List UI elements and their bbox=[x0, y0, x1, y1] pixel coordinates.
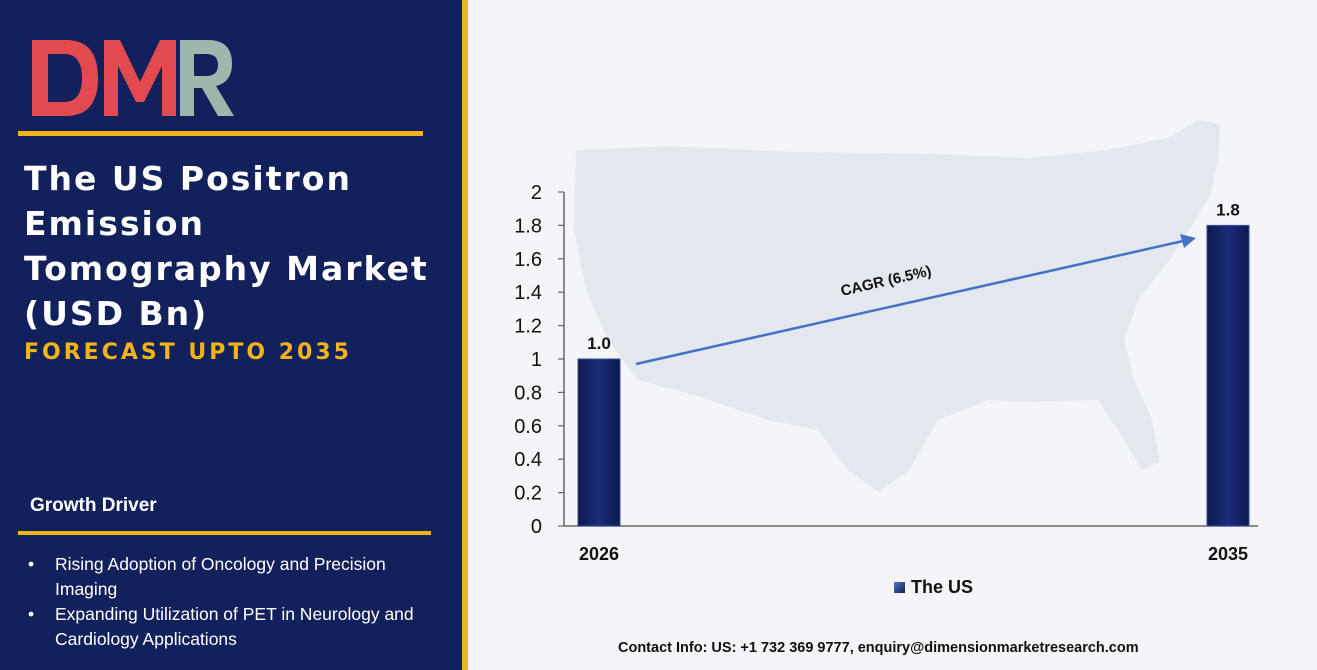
y-tick-label: 0.8 bbox=[514, 382, 542, 404]
y-tick-label: 1.2 bbox=[514, 316, 542, 338]
y-tick-label: 1.4 bbox=[514, 282, 542, 304]
y-tick-label: 1 bbox=[531, 349, 542, 371]
cagr-arrow bbox=[635, 237, 1193, 366]
top-accent-line bbox=[18, 131, 423, 136]
list-item: • Rising Adoption of Oncology and Precisi… bbox=[28, 552, 428, 602]
growth-accent-line bbox=[18, 531, 431, 535]
x-tick-label: 2026 bbox=[579, 544, 619, 564]
logo-letter-m bbox=[104, 40, 176, 116]
contact-info: Contact Info: US: +1 732 369 9777, enqui… bbox=[618, 640, 1139, 656]
chart-legend: The US bbox=[894, 577, 973, 598]
data-label: 1.8 bbox=[1216, 200, 1240, 219]
bullet-icon: • bbox=[28, 604, 35, 624]
y-tick-label: 1.6 bbox=[514, 249, 542, 271]
cagr-arrowhead bbox=[1180, 234, 1196, 248]
legend-label: The US bbox=[911, 577, 974, 597]
growth-driver-heading: Growth Driver bbox=[30, 495, 157, 516]
y-tick-label: 2 bbox=[531, 182, 542, 204]
y-tick-label: 0 bbox=[531, 516, 542, 538]
growth-driver-list: • Rising Adoption of Oncology and Precisi… bbox=[28, 552, 428, 652]
labels-group: 1.0 2026 1.8 2035 bbox=[579, 200, 1248, 564]
bar-chart: 0 0.2 0.4 0.6 0.8 1 1.2 1.4 1.6 1.8 2 1.0 2026 1.8 20… bbox=[514, 120, 1258, 564]
growth-driver-text: Expanding Utilization of PET in Neurolog… bbox=[55, 604, 414, 649]
list-item: • Expanding Utilization of PET in Neurolo… bbox=[28, 602, 428, 652]
bars-group bbox=[577, 224, 1250, 527]
divider-stripe bbox=[462, 0, 468, 670]
logo-letter-d bbox=[32, 40, 98, 116]
legend-swatch-icon bbox=[894, 582, 905, 593]
bullet-icon: • bbox=[28, 554, 35, 574]
bar-2035 bbox=[1206, 224, 1250, 527]
y-tick-label: 0.2 bbox=[514, 483, 542, 505]
y-tick-label: 0.4 bbox=[514, 449, 542, 471]
bar-2026 bbox=[577, 358, 621, 527]
data-label: 1.0 bbox=[587, 334, 611, 353]
x-tick-label: 2035 bbox=[1208, 544, 1248, 564]
y-tick-label: 0.6 bbox=[514, 416, 542, 438]
y-tick-label: 1.8 bbox=[514, 215, 542, 237]
page-subtitle: FORECAST UPTO 2035 bbox=[24, 340, 352, 365]
page-title: The US Positron Emission Tomography Mark… bbox=[24, 159, 429, 333]
dmr-logo bbox=[32, 40, 234, 116]
y-axis: 0 0.2 0.4 0.6 0.8 1 1.2 1.4 1.6 1.8 2 bbox=[514, 182, 1258, 538]
logo-letter-r bbox=[180, 40, 234, 116]
growth-driver-text: Rising Adoption of Oncology and Precisio… bbox=[55, 554, 386, 599]
